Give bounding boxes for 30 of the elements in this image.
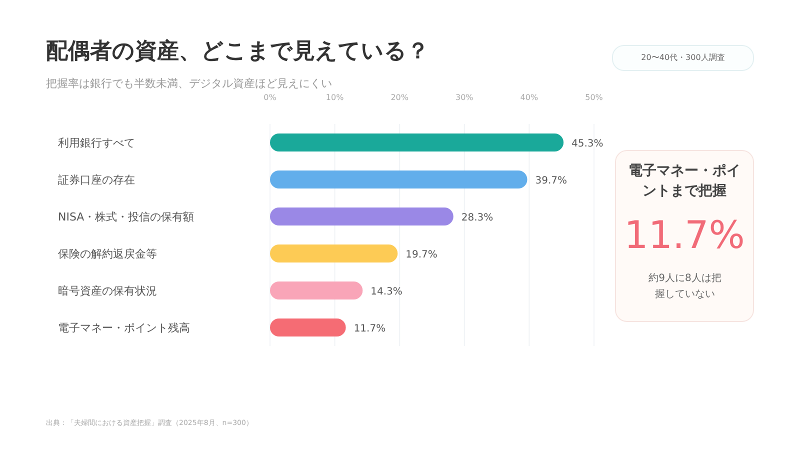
data-label: 39.7% <box>535 176 568 186</box>
text: 20〜40代・300人調査 <box>612 45 754 71</box>
y-tick-label: 利用銀行すべて <box>58 136 135 150</box>
x-tick-label: 0% <box>264 93 277 102</box>
chart-title: 配偶者の資産、どこまで見えている？ <box>46 38 429 66</box>
text: 電子マネー・ポイントまで把握 <box>628 162 742 201</box>
bar <box>270 208 454 226</box>
data-label: 28.3% <box>461 212 494 224</box>
bar <box>270 282 363 300</box>
x-tick-label: 20% <box>390 93 409 102</box>
x-tick-label: 10% <box>326 93 344 102</box>
data-label: 14.3% <box>370 286 402 298</box>
bar <box>270 318 346 336</box>
y-tick-label: 電子マネー・ポイント残高 <box>58 322 190 334</box>
x-tick-label: 50% <box>585 93 604 102</box>
bar <box>270 244 398 262</box>
data-label: 19.7% <box>406 250 438 260</box>
y-tick-label: NISA・株式・投信の保有額 <box>58 210 194 224</box>
x-tick-label: 40% <box>520 93 538 102</box>
x-tick-label: 30% <box>456 93 474 102</box>
text: 約9人に8人は把握していない <box>648 272 722 302</box>
bar <box>270 170 528 188</box>
bar <box>270 134 564 152</box>
y-tick-label: 暗号資産の保有状況 <box>58 284 157 298</box>
chart-subtitle: 把握率は銀行でも半数未満、デジタル資産ほど見えにくい <box>46 76 332 91</box>
y-tick-label: 保険の解約返戻金等 <box>58 248 157 260</box>
data-label: 45.3% <box>572 138 604 150</box>
y-tick-label: 証券口座の存在 <box>58 174 135 186</box>
text: 11.7% <box>623 213 746 257</box>
data-label: 11.7% <box>354 324 386 334</box>
